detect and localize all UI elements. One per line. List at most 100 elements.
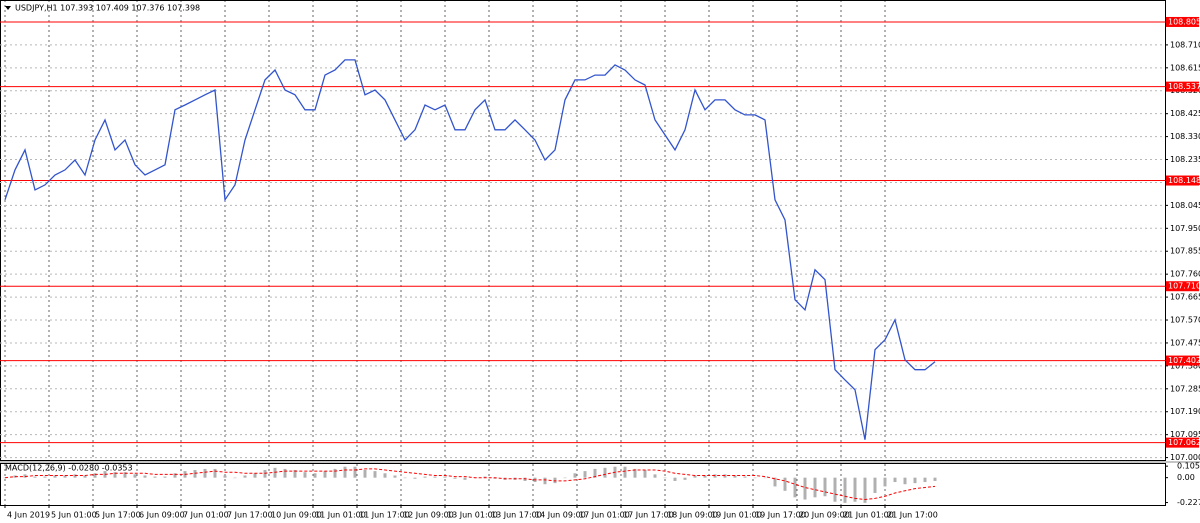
macd-bar (843, 477, 847, 503)
level-label: 107.402 (1168, 356, 1200, 365)
level-label: 108.148 (1168, 176, 1200, 185)
macd-bar (573, 473, 577, 478)
macd-bar (323, 471, 327, 478)
macd-bar (403, 477, 407, 479)
macd-bar (333, 468, 337, 478)
macd-bar (643, 470, 647, 478)
y-tick-label: 108.330 (1170, 132, 1200, 141)
macd-bar (143, 475, 147, 478)
macd-bar (63, 475, 67, 478)
y-tick-label: 107.760 (1170, 270, 1200, 279)
macd-bar (433, 476, 437, 478)
macd-bar (363, 470, 367, 478)
y-tick-label: 108.615 (1170, 63, 1200, 72)
x-tick-label: 5 Jun 17:00 (95, 511, 141, 520)
macd-bar (213, 468, 217, 478)
macd-title: MACD(12,26,9) -0.0280 -0.0353 (5, 464, 133, 473)
x-tick-label: 7 Jun 17:00 (227, 511, 273, 520)
y-tick-label: 107.190 (1170, 407, 1200, 416)
macd-bar (763, 477, 767, 479)
collapse-icon[interactable] (5, 6, 11, 10)
macd-bar (723, 474, 727, 478)
y-tick-label: 107.475 (1170, 338, 1200, 347)
macd-bar (803, 477, 807, 500)
y-tick-label: 107.285 (1170, 384, 1200, 393)
x-tick-label: 7 Jun 01:00 (183, 511, 229, 520)
macd-bar (593, 468, 597, 478)
x-tick-label: 17 Jun 17:00 (623, 511, 674, 520)
macd-bar (43, 476, 47, 478)
y-tick-label: 107.095 (1170, 430, 1200, 439)
macd-bar (673, 477, 677, 481)
x-tick-label: 12 Jun 09:00 (403, 511, 454, 520)
macd-bar (223, 475, 227, 478)
macd-bar (373, 471, 377, 478)
macd-bar (203, 468, 207, 478)
macd-bar (883, 477, 887, 487)
macd-y-tick-label: 0.00 (1177, 473, 1195, 482)
macd-bar (753, 477, 757, 479)
x-tick-label: 13 Jun 01:00 (447, 511, 498, 520)
level-label-box (1166, 281, 1199, 292)
macd-bar (663, 477, 667, 479)
macd-bar (903, 477, 907, 485)
macd-bar (123, 472, 127, 478)
macd-bar (543, 477, 547, 485)
macd-bar (733, 475, 737, 478)
level-label-box (1166, 355, 1199, 366)
macd-bar (443, 476, 447, 478)
macd-bar (153, 476, 157, 478)
x-tick-label: 11 Jun 01:00 (315, 511, 366, 520)
macd-bar (193, 470, 197, 478)
x-tick-label: 10 Jun 09:00 (271, 511, 322, 520)
y-tick-label: 108.425 (1170, 109, 1200, 118)
x-tick-label: 19 Jun 17:00 (755, 511, 806, 520)
macd-bar (83, 475, 87, 478)
macd-bar (923, 477, 927, 483)
macd-bar (173, 473, 177, 478)
data-layer (0, 21, 1165, 503)
macd-bar (583, 471, 587, 478)
macd-bar (913, 477, 917, 484)
macd-bar (93, 473, 97, 478)
macd-bar (253, 473, 257, 478)
macd-bar (793, 477, 797, 498)
level-label-box (1166, 81, 1199, 92)
x-tick-label: 18 Jun 09:00 (667, 511, 718, 520)
macd-bar (383, 473, 387, 478)
macd-bar (233, 477, 237, 479)
price-line (4, 59, 936, 440)
macd-bar (293, 470, 297, 478)
macd-bar (693, 475, 697, 478)
macd-bar (353, 466, 357, 478)
level-label: 108.805 (1168, 17, 1200, 26)
macd-bar (343, 466, 347, 478)
y-tick-label: 108.045 (1170, 201, 1200, 210)
macd-bar (683, 477, 687, 480)
x-tick-label: 20 Jun 09:00 (799, 511, 850, 520)
macd-bar (283, 468, 287, 478)
macd-bar (563, 477, 567, 479)
macd-bar (823, 477, 827, 497)
macd-bar (413, 477, 417, 479)
macd-bar (493, 477, 497, 479)
macd-bar (703, 475, 707, 478)
macd-bar (453, 477, 457, 479)
macd-bar (393, 475, 397, 478)
y-tick-label: 107.665 (1170, 293, 1200, 302)
macd-bar (863, 477, 867, 503)
x-tick-label: 6 Jun 09:00 (139, 511, 185, 520)
macd-signal-line (4, 468, 936, 501)
macd-bar (743, 476, 747, 478)
macd-bar (653, 474, 657, 478)
macd-y-tick-label: -0.2276 (1177, 498, 1200, 507)
x-tick-label: 5 Jun 01:00 (51, 511, 97, 520)
macd-bar (873, 477, 877, 493)
macd-bar (483, 476, 487, 478)
macd-bar (423, 476, 427, 478)
x-tick-label: 21 Jun 01:00 (843, 511, 894, 520)
level-label-box (1166, 437, 1199, 448)
macd-bar (133, 474, 137, 478)
level-label: 107.062 (1168, 438, 1200, 447)
macd-bar (263, 470, 267, 478)
